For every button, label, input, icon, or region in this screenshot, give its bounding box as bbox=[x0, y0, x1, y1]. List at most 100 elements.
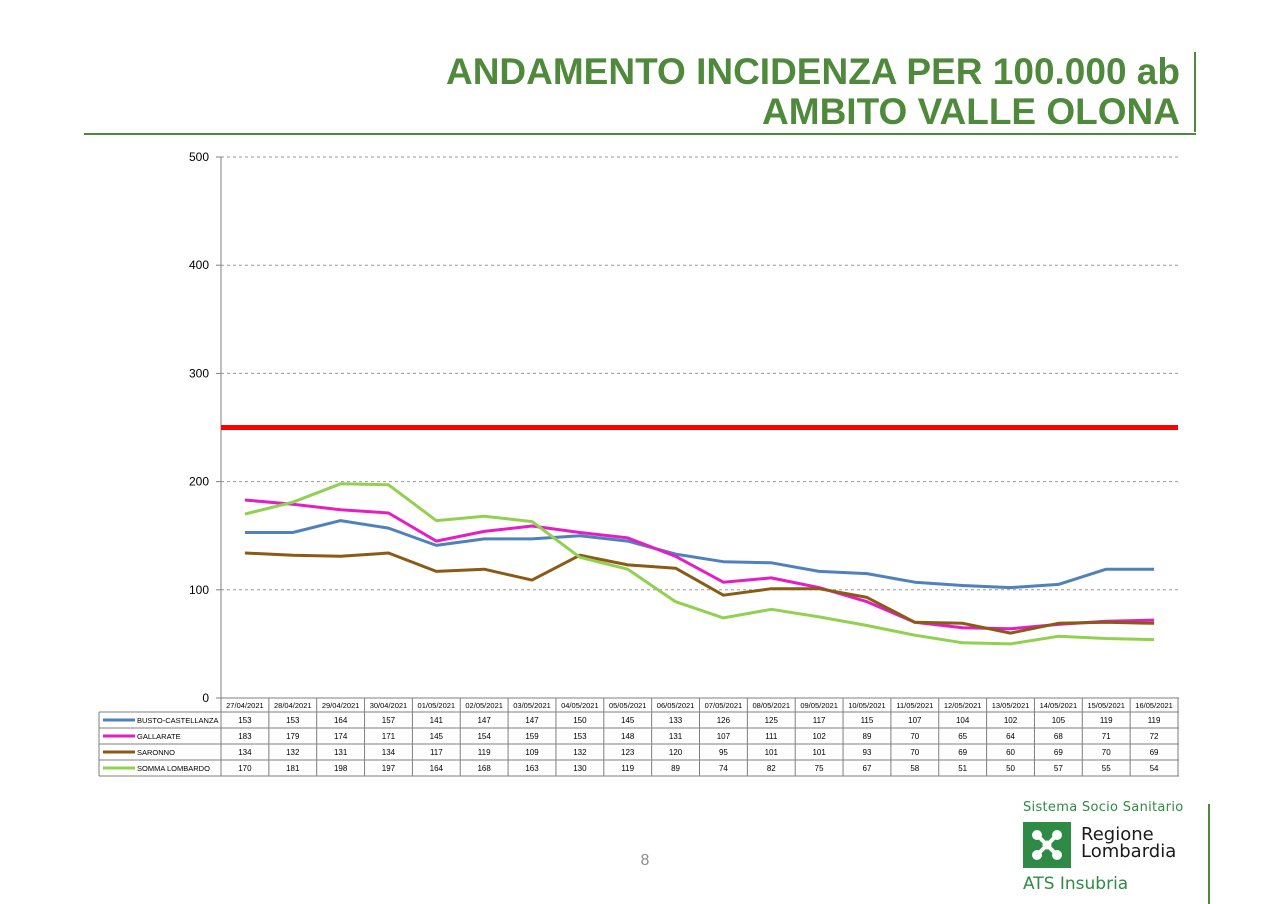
data-label: 71 bbox=[1102, 732, 1111, 741]
data-label: 93 bbox=[863, 748, 872, 757]
data-label: 164 bbox=[430, 764, 444, 773]
x-tick-label: 08/05/2021 bbox=[753, 701, 791, 710]
data-label: 133 bbox=[669, 716, 683, 725]
data-label: 198 bbox=[334, 764, 348, 773]
data-label: 123 bbox=[621, 748, 635, 757]
x-tick-label: 09/05/2021 bbox=[800, 701, 838, 710]
data-label: 197 bbox=[382, 764, 396, 773]
data-label: 148 bbox=[621, 732, 635, 741]
data-label: 70 bbox=[1102, 748, 1111, 757]
data-label: 102 bbox=[1004, 716, 1018, 725]
logo-ats-text: ATS Insubria bbox=[1023, 874, 1129, 894]
x-tick-label: 07/05/2021 bbox=[705, 701, 743, 710]
data-label: 153 bbox=[238, 716, 252, 725]
legend-label: GALLARATE bbox=[137, 732, 181, 741]
data-label: 67 bbox=[863, 764, 872, 773]
data-label: 75 bbox=[815, 764, 824, 773]
lombardia-rose-icon bbox=[1023, 822, 1071, 868]
data-label: 168 bbox=[477, 764, 491, 773]
x-tick-label: 12/05/2021 bbox=[944, 701, 982, 710]
y-tick-label: 100 bbox=[189, 583, 209, 597]
x-tick-label: 02/05/2021 bbox=[465, 701, 503, 710]
data-label: 179 bbox=[286, 732, 300, 741]
data-label: 68 bbox=[1054, 732, 1063, 741]
x-tick-label: 05/05/2021 bbox=[609, 701, 647, 710]
data-label: 107 bbox=[717, 732, 731, 741]
data-label: 95 bbox=[719, 748, 728, 757]
y-tick-label: 200 bbox=[189, 475, 209, 489]
data-label: 104 bbox=[956, 716, 970, 725]
data-label: 89 bbox=[863, 732, 872, 741]
logo-divider bbox=[1208, 804, 1210, 904]
data-label: 153 bbox=[573, 732, 587, 741]
data-label: 147 bbox=[477, 716, 491, 725]
data-label: 70 bbox=[910, 748, 919, 757]
legend-label: SOMMA LOMBARDO bbox=[137, 764, 210, 773]
data-label: 109 bbox=[525, 748, 539, 757]
data-label: 69 bbox=[958, 748, 967, 757]
legend-label: SARONNO bbox=[137, 748, 175, 757]
x-tick-label: 04/05/2021 bbox=[561, 701, 599, 710]
y-tick-label: 400 bbox=[189, 258, 209, 272]
x-tick-label: 06/05/2021 bbox=[657, 701, 695, 710]
data-label: 119 bbox=[478, 748, 491, 757]
data-label: 147 bbox=[525, 716, 539, 725]
data-label: 120 bbox=[669, 748, 683, 757]
title-line-1: ANDAMENTO INCIDENZA PER 100.000 ab bbox=[445, 51, 1180, 92]
data-label: 125 bbox=[765, 716, 779, 725]
regione-lombardia-logo: Sistema Socio Sanitario Regione Lombardi… bbox=[1018, 800, 1198, 900]
x-tick-label: 13/05/2021 bbox=[992, 701, 1030, 710]
series-line-somma-lombardo bbox=[244, 482, 1155, 646]
data-label: 132 bbox=[573, 748, 587, 757]
data-label: 134 bbox=[238, 748, 252, 757]
data-label: 69 bbox=[1150, 748, 1159, 757]
logo-name-line-1: Regione bbox=[1081, 824, 1154, 845]
x-tick-label: 15/05/2021 bbox=[1087, 701, 1125, 710]
y-tick-label: 500 bbox=[189, 150, 209, 164]
x-tick-label: 03/05/2021 bbox=[513, 701, 551, 710]
data-label: 170 bbox=[238, 764, 252, 773]
data-label: 55 bbox=[1102, 764, 1111, 773]
logo-name: Regione Lombardia bbox=[1081, 824, 1176, 861]
series-line-gallarate bbox=[244, 498, 1155, 631]
data-label: 102 bbox=[812, 732, 826, 741]
title-accent-bar bbox=[1194, 52, 1196, 132]
data-label: 157 bbox=[382, 716, 396, 725]
data-label: 141 bbox=[430, 716, 444, 725]
data-label: 57 bbox=[1054, 764, 1063, 773]
data-label: 64 bbox=[1006, 732, 1015, 741]
data-label: 150 bbox=[573, 716, 587, 725]
data-label: 145 bbox=[621, 716, 635, 725]
x-tick-label: 30/04/2021 bbox=[370, 701, 408, 710]
data-label: 119 bbox=[621, 764, 634, 773]
y-tick-label: 0 bbox=[202, 691, 209, 705]
data-label: 54 bbox=[1150, 764, 1159, 773]
data-label: 65 bbox=[958, 732, 967, 741]
legend-label: BUSTO-CASTELLANZA bbox=[137, 716, 219, 725]
data-label: 131 bbox=[334, 748, 348, 757]
data-label: 132 bbox=[286, 748, 300, 757]
data-label: 117 bbox=[430, 748, 443, 757]
data-label: 107 bbox=[908, 716, 922, 725]
data-label: 134 bbox=[382, 748, 396, 757]
y-tick-label: 300 bbox=[189, 366, 209, 380]
data-label: 164 bbox=[334, 716, 348, 725]
title-underline bbox=[84, 133, 1196, 135]
data-label: 153 bbox=[286, 716, 300, 725]
data-label: 101 bbox=[765, 748, 779, 757]
data-label: 60 bbox=[1006, 748, 1015, 757]
data-label: 171 bbox=[382, 732, 396, 741]
incidence-line-chart: 0 100 200 300 400 500 27/04/2021 28/04/2021 29/0… bbox=[98, 150, 1179, 777]
data-label: 117 bbox=[813, 716, 826, 725]
data-label: 130 bbox=[573, 764, 587, 773]
logo-system-text: Sistema Socio Sanitario bbox=[1023, 800, 1184, 815]
data-label: 154 bbox=[477, 732, 491, 741]
data-label: 183 bbox=[238, 732, 252, 741]
series-line-saronno bbox=[244, 551, 1155, 635]
data-label: 159 bbox=[525, 732, 539, 741]
x-tick-label: 27/04/2021 bbox=[226, 701, 264, 710]
data-label: 89 bbox=[671, 764, 680, 773]
data-label: 119 bbox=[1148, 716, 1161, 725]
page-number: 8 bbox=[640, 852, 650, 869]
series-line-busto-castellanza bbox=[244, 519, 1155, 590]
